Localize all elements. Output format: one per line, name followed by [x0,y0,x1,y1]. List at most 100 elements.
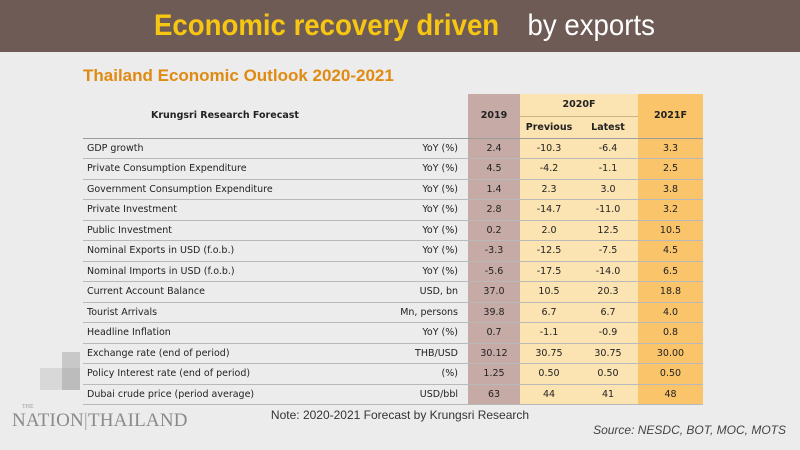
header-2019: 2019 [468,94,520,139]
value-2021: 0.8 [638,322,703,344]
decor-square [62,368,80,390]
row-unit: YoY (%) [343,158,468,180]
row-label: Exchange rate (end of period) [83,343,343,364]
value-2020-previous: -12.5 [520,240,578,262]
header-previous: Previous [520,116,578,139]
table-subtitle: Thailand Economic Outlook 2020-2021 [83,66,394,85]
table-row: Current Account Balance USD, bn 37.0 10.5 20… [83,281,703,303]
row-label: Nominal Imports in USD (f.o.b.) [83,261,343,282]
decor-square [62,352,80,368]
value-2021: 18.8 [638,281,703,303]
value-2020-previous: 44 [520,384,578,405]
row-unit: USD/bbl [343,384,468,405]
value-2019: 0.7 [468,322,520,344]
table-row: Private Consumption Expenditure YoY (%) 4.… [83,158,703,180]
source-credit: Source: NESDC, BOT, MOC, MOTS [593,423,786,437]
value-2019: -5.6 [468,261,520,282]
table-row: GDP growth YoY (%) 2.4 -10.3 -6.4 3.3 [83,138,703,159]
forecast-table: Krungsri Research Forecast 2019 2020F 20… [83,94,703,405]
row-unit: THB/USD [343,343,468,364]
logo-the: THE [22,404,34,410]
row-unit: YoY (%) [343,179,468,200]
value-2020-latest: 0.50 [578,363,638,385]
value-2020-latest: -1.1 [578,158,638,180]
table-row: Nominal Imports in USD (f.o.b.) YoY (%) -5… [83,261,703,282]
value-2020-latest: -6.4 [578,138,638,159]
row-unit: USD, bn [343,281,468,303]
table-row: Exchange rate (end of period) THB/USD 30.1… [83,343,703,364]
value-2020-latest: -14.0 [578,261,638,282]
table-row: Nominal Exports in USD (f.o.b.) YoY (%) -3… [83,240,703,262]
value-2020-previous: 2.3 [520,179,578,200]
value-2020-latest: 6.7 [578,302,638,323]
value-2020-previous: 10.5 [520,281,578,303]
value-2020-latest: 3.0 [578,179,638,200]
value-2020-previous: 30.75 [520,343,578,364]
logo-nation: NATION [12,410,84,431]
value-2021: 30.00 [638,343,703,364]
value-2019: 1.4 [468,179,520,200]
row-unit: YoY (%) [343,138,468,159]
title-banner: Economic recovery driven by exports [0,0,800,52]
table-row: Tourist Arrivals Mn, persons 39.8 6.7 6.7 4.0 [83,302,703,323]
nation-thailand-logo: THE NATION|THAILAND [12,404,188,432]
headline-highlight: Economic recovery driven [154,9,500,42]
row-unit: YoY (%) [343,261,468,282]
value-2020-latest: -0.9 [578,322,638,344]
value-2021: 4.0 [638,302,703,323]
value-2020-previous: 6.7 [520,302,578,323]
value-2019: 0.2 [468,220,520,241]
row-label: Headline Inflation [83,322,343,344]
row-label: Government Consumption Expenditure [83,179,343,200]
row-unit: YoY (%) [343,220,468,241]
value-2021: 2.5 [638,158,703,180]
headline-rest: by exports [527,9,656,42]
table-row: Policy Interest rate (end of period) (%) 1… [83,363,703,385]
value-2019: 2.4 [468,138,520,159]
header-2020f: 2020F [520,94,638,117]
value-2020-previous: -17.5 [520,261,578,282]
value-2021: 3.8 [638,179,703,200]
value-2019: 37.0 [468,281,520,303]
value-2020-previous: 2.0 [520,220,578,241]
table-row: Government Consumption Expenditure YoY (%… [83,179,703,200]
value-2019: 2.8 [468,199,520,221]
value-2020-latest: 12.5 [578,220,638,241]
row-label: Private Consumption Expenditure [83,158,343,180]
row-unit: (%) [343,363,468,385]
value-2019: -3.3 [468,240,520,262]
value-2019: 63 [468,384,520,405]
row-label: Tourist Arrivals [83,302,343,323]
table-row: Public Investment YoY (%) 0.2 2.0 12.5 10.5 [83,220,703,241]
forecast-note: Note: 2020-2021 Forecast by Krungsri Res… [270,408,530,422]
value-2021: 0.50 [638,363,703,385]
value-2020-latest: 20.3 [578,281,638,303]
value-2020-previous: 0.50 [520,363,578,385]
value-2021: 3.2 [638,199,703,221]
decor-square [40,368,62,390]
value-2020-latest: 41 [578,384,638,405]
row-unit: YoY (%) [343,199,468,221]
value-2021: 6.5 [638,261,703,282]
logo-separator: | [83,410,88,431]
value-2019: 30.12 [468,343,520,364]
value-2021: 3.3 [638,138,703,159]
row-unit: YoY (%) [343,322,468,344]
row-label: Dubai crude price (period average) [83,384,343,405]
header-2021f: 2021F [638,94,703,139]
value-2020-latest: 30.75 [578,343,638,364]
value-2020-latest: -11.0 [578,199,638,221]
value-2019: 1.25 [468,363,520,385]
row-unit: Mn, persons [343,302,468,323]
value-2020-previous: -10.3 [520,138,578,159]
value-2021: 48 [638,384,703,405]
row-unit: YoY (%) [343,240,468,262]
value-2020-previous: -1.1 [520,322,578,344]
table-row: Private Investment YoY (%) 2.8 -14.7 -11.0 3.… [83,199,703,221]
row-label: Policy Interest rate (end of period) [83,363,343,385]
row-label: Public Investment [83,220,343,241]
logo-thailand: THAILAND [87,410,188,431]
row-label: Nominal Exports in USD (f.o.b.) [83,240,343,262]
value-2020-previous: -14.7 [520,199,578,221]
table-row: Dubai crude price (period average) USD/bb… [83,384,703,405]
